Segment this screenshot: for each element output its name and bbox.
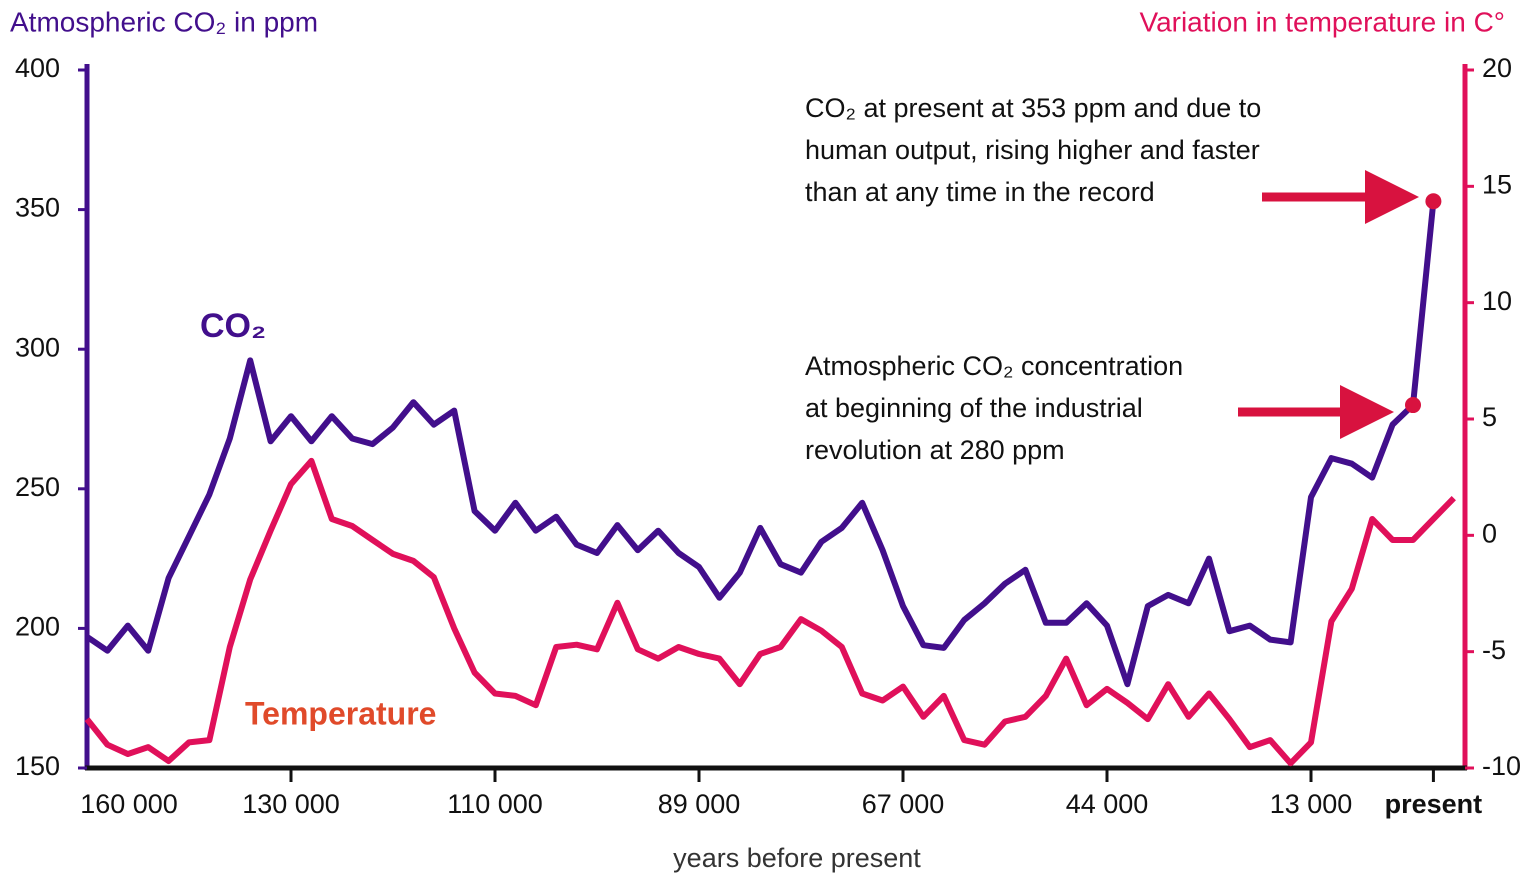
x-tick-label: 130 000 [242,789,340,819]
y2-tick-label: 5 [1482,402,1497,432]
series-label: CO₂ [200,307,266,345]
y-tick-label: 150 [15,751,60,781]
y2-tick-label: -10 [1482,751,1521,781]
y-tick-label: 350 [15,193,60,223]
series-line [84,457,1456,767]
x-axis-title: years before present [673,843,921,873]
y-tick-label: 300 [15,332,60,362]
annotation: Atmospheric CO₂ concentration [805,351,1183,381]
x-tick-label: 13 000 [1270,789,1353,819]
annotation-dot [1405,397,1421,414]
x-tick-label: 160 000 [80,789,178,819]
x-tick-label: 89 000 [658,789,741,819]
y2-tick-label: 15 [1482,169,1512,199]
series-label: Temperature [245,695,436,731]
y-tick-label: 400 [15,53,60,83]
annotation-dot [1425,193,1442,210]
y-axis-title: Atmospheric CO₂ in ppm [10,6,318,37]
annotation: CO₂ at present at 353 ppm and due to [805,93,1261,123]
y2-tick-label: 10 [1482,286,1512,316]
annotation: revolution at 280 ppm [805,435,1065,465]
series-line [85,200,1437,688]
y2-axis-title: Variation in temperature in C° [1139,6,1505,37]
y-tick-label: 200 [15,612,60,642]
annotation: at beginning of the industrial [805,393,1143,423]
y-tick-label: 250 [15,472,60,502]
y2-tick-label: 20 [1482,53,1512,83]
annotation: than at any time in the record [805,177,1155,207]
y2-tick-label: 0 [1482,518,1497,548]
x-tick-label: 44 000 [1066,789,1149,819]
y2-tick-label: -5 [1482,635,1506,665]
annotation: human output, rising higher and faster [805,135,1260,165]
x-tick-label: 110 000 [447,789,543,819]
x-tick-label: 67 000 [862,789,945,819]
x-tick-label: present [1385,789,1483,819]
